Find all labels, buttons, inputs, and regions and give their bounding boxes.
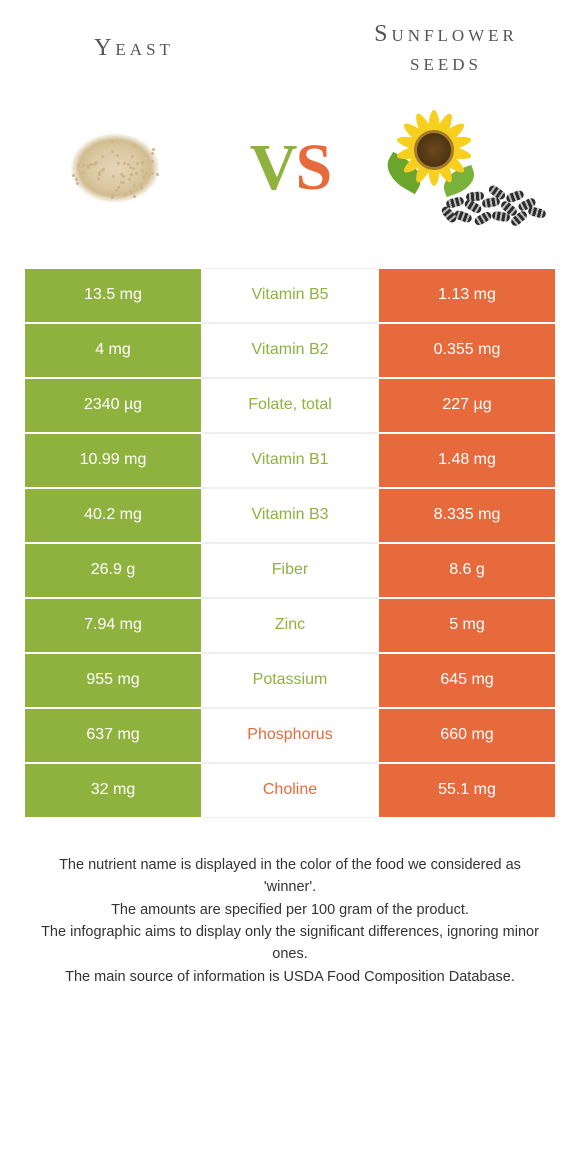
value-left: 10.99 mg xyxy=(24,433,202,488)
nutrient-name: Vitamin B2 xyxy=(202,323,378,378)
value-right: 8.335 mg xyxy=(378,488,556,543)
nutrient-name: Fiber xyxy=(202,543,378,598)
table-row: 32 mgCholine55.1 mg xyxy=(24,763,556,818)
nutrient-name: Choline xyxy=(202,763,378,818)
nutrient-name: Vitamin B3 xyxy=(202,488,378,543)
hero-row: VS xyxy=(24,98,556,238)
table-row: 2340 µgFolate, total227 µg xyxy=(24,378,556,433)
nutrient-name: Vitamin B1 xyxy=(202,433,378,488)
table-row: 7.94 mgZinc5 mg xyxy=(24,598,556,653)
comparison-table: 13.5 mgVitamin B51.13 mg4 mgVitamin B20.… xyxy=(24,268,556,818)
vs-label: VS xyxy=(250,130,330,206)
table-row: 10.99 mgVitamin B11.48 mg xyxy=(24,433,556,488)
table-row: 40.2 mgVitamin B38.335 mg xyxy=(24,488,556,543)
value-left: 637 mg xyxy=(24,708,202,763)
value-left: 7.94 mg xyxy=(24,598,202,653)
footnotes: The nutrient name is displayed in the co… xyxy=(24,854,556,989)
value-left: 40.2 mg xyxy=(24,488,202,543)
value-right: 55.1 mg xyxy=(378,763,556,818)
footnote-line: The amounts are specified per 100 gram o… xyxy=(38,899,542,921)
titles-row: Yeast Sunflower seeds xyxy=(24,20,556,78)
value-right: 1.48 mg xyxy=(378,433,556,488)
footnote-line: The nutrient name is displayed in the co… xyxy=(38,854,542,899)
nutrient-name: Vitamin B5 xyxy=(202,268,378,323)
vs-v: V xyxy=(250,131,296,204)
footnote-line: The infographic aims to display only the… xyxy=(38,921,542,966)
table-row: 955 mgPotassium645 mg xyxy=(24,653,556,708)
title-right: Sunflower seeds xyxy=(346,20,546,78)
nutrient-name: Potassium xyxy=(202,653,378,708)
value-right: 0.355 mg xyxy=(378,323,556,378)
value-right: 227 µg xyxy=(378,378,556,433)
value-right: 5 mg xyxy=(378,598,556,653)
value-left: 4 mg xyxy=(24,323,202,378)
value-left: 26.9 g xyxy=(24,543,202,598)
nutrient-name: Folate, total xyxy=(202,378,378,433)
yeast-image xyxy=(30,98,200,238)
value-left: 955 mg xyxy=(24,653,202,708)
vs-s: S xyxy=(295,131,330,204)
yeast-pile-icon xyxy=(50,113,180,223)
sunflower-image xyxy=(380,98,550,238)
title-left: Yeast xyxy=(34,34,234,63)
table-row: 26.9 gFiber8.6 g xyxy=(24,543,556,598)
value-right: 645 mg xyxy=(378,653,556,708)
footnote-line: The main source of information is USDA F… xyxy=(38,966,542,988)
nutrient-name: Phosphorus xyxy=(202,708,378,763)
value-right: 1.13 mg xyxy=(378,268,556,323)
value-right: 8.6 g xyxy=(378,543,556,598)
sunflower-seeds-icon xyxy=(380,98,550,238)
nutrient-name: Zinc xyxy=(202,598,378,653)
value-left: 2340 µg xyxy=(24,378,202,433)
table-row: 637 mgPhosphorus660 mg xyxy=(24,708,556,763)
table-row: 13.5 mgVitamin B51.13 mg xyxy=(24,268,556,323)
value-left: 13.5 mg xyxy=(24,268,202,323)
table-row: 4 mgVitamin B20.355 mg xyxy=(24,323,556,378)
value-right: 660 mg xyxy=(378,708,556,763)
value-left: 32 mg xyxy=(24,763,202,818)
